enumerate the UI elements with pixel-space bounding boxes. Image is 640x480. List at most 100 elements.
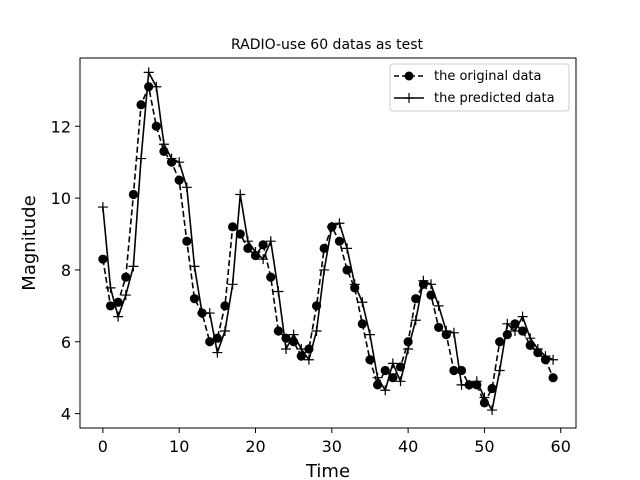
legend-box xyxy=(389,63,570,112)
data-point-predicted xyxy=(532,343,543,354)
data-point-original xyxy=(487,383,497,394)
data-point-predicted xyxy=(357,297,368,308)
data-point-predicted xyxy=(464,379,475,390)
data-point-predicted xyxy=(403,343,414,354)
data-point-predicted xyxy=(342,243,353,254)
data-point-predicted xyxy=(204,308,215,319)
data-point-predicted xyxy=(151,81,162,92)
data-point-original xyxy=(273,326,283,336)
series-original xyxy=(98,82,558,408)
data-point-original xyxy=(182,236,192,246)
data-point-original xyxy=(105,301,116,311)
data-point-predicted xyxy=(509,326,520,337)
legend: the original data the predicted data xyxy=(389,63,570,112)
data-point-original xyxy=(243,243,253,253)
data-point-predicted xyxy=(242,236,253,247)
data-point-original xyxy=(136,100,146,110)
data-point-predicted xyxy=(105,282,116,293)
y-tick-label: 6 xyxy=(61,333,71,352)
data-point-predicted xyxy=(433,300,444,311)
series-layer xyxy=(97,67,559,416)
data-point-original xyxy=(228,222,238,232)
data-point-predicted xyxy=(525,333,536,344)
data-point-predicted xyxy=(548,354,559,365)
data-point-original xyxy=(365,355,375,365)
data-point-predicted xyxy=(281,343,292,354)
data-point-predicted xyxy=(296,343,307,354)
data-point-predicted xyxy=(181,182,192,193)
data-point-predicted xyxy=(136,153,147,164)
data-point-original xyxy=(334,236,345,246)
data-point-predicted xyxy=(380,385,391,396)
legend-marker-original xyxy=(404,71,414,81)
data-point-predicted xyxy=(97,202,108,213)
data-point-predicted xyxy=(418,275,429,286)
x-tick-label: 0 xyxy=(98,437,108,456)
series-line-predicted xyxy=(102,69,554,413)
data-point-predicted xyxy=(235,189,246,200)
chart-title: RADIO-use 60 datas as test xyxy=(231,37,424,53)
data-point-predicted xyxy=(250,246,261,257)
data-point-predicted xyxy=(410,315,421,326)
legend-label-predicted: the predicted data xyxy=(434,91,555,106)
x-axis-label: Time xyxy=(305,461,350,480)
data-point-original xyxy=(189,294,200,304)
data-point-original xyxy=(411,294,421,304)
data-point-predicted xyxy=(502,318,513,329)
data-point-original xyxy=(525,340,535,350)
x-tick-label: 40 xyxy=(398,437,418,456)
data-point-predicted xyxy=(395,376,406,387)
data-point-predicted xyxy=(113,311,124,322)
data-point-predicted xyxy=(364,329,375,340)
data-point-original xyxy=(495,337,505,347)
data-point-predicted xyxy=(212,347,223,358)
data-point-predicted xyxy=(311,326,322,337)
data-point-original xyxy=(342,265,352,275)
data-point-predicted xyxy=(265,236,276,247)
data-point-predicted xyxy=(448,327,459,338)
data-point-original xyxy=(113,297,123,307)
data-point-predicted xyxy=(334,218,345,229)
data-point-original xyxy=(151,121,161,131)
data-point-original xyxy=(548,373,558,383)
data-point-predicted xyxy=(258,254,269,265)
x-axis: 0 10 20 30 40 50 60 xyxy=(98,428,571,456)
data-point-original xyxy=(449,365,459,376)
data-point-predicted xyxy=(372,372,383,383)
data-point-predicted xyxy=(174,157,185,168)
legend-marker-predicted xyxy=(404,93,414,103)
data-point-predicted xyxy=(494,365,505,376)
plot-frame xyxy=(79,57,577,429)
data-point-original xyxy=(296,351,306,361)
data-point-predicted xyxy=(326,221,337,232)
data-point-original xyxy=(517,326,528,336)
data-point-predicted xyxy=(158,139,169,150)
data-point-predicted xyxy=(120,290,131,301)
x-tick-label: 30 xyxy=(322,437,342,456)
data-point-predicted xyxy=(540,351,551,362)
data-point-predicted xyxy=(227,279,238,290)
y-tick-label: 12 xyxy=(51,117,71,136)
data-point-predicted xyxy=(128,261,139,272)
data-point-predicted xyxy=(441,326,452,337)
data-point-predicted xyxy=(288,329,299,340)
data-point-predicted xyxy=(219,326,230,337)
x-tick-label: 20 xyxy=(245,437,265,456)
data-point-original xyxy=(319,243,329,253)
data-point-predicted xyxy=(303,354,314,365)
data-point-predicted xyxy=(426,279,437,290)
data-point-predicted xyxy=(189,261,200,272)
data-point-original xyxy=(205,337,215,347)
data-point-predicted xyxy=(517,311,528,322)
series-predicted xyxy=(97,67,559,416)
data-point-original xyxy=(220,301,230,311)
data-point-predicted xyxy=(479,392,490,403)
data-point-predicted xyxy=(319,264,330,275)
data-point-original xyxy=(128,189,139,200)
x-tick-label: 10 xyxy=(169,437,189,456)
data-point-predicted xyxy=(349,279,360,290)
data-point-original xyxy=(121,272,131,282)
x-tick-label: 60 xyxy=(551,437,571,456)
data-point-original xyxy=(258,240,268,250)
